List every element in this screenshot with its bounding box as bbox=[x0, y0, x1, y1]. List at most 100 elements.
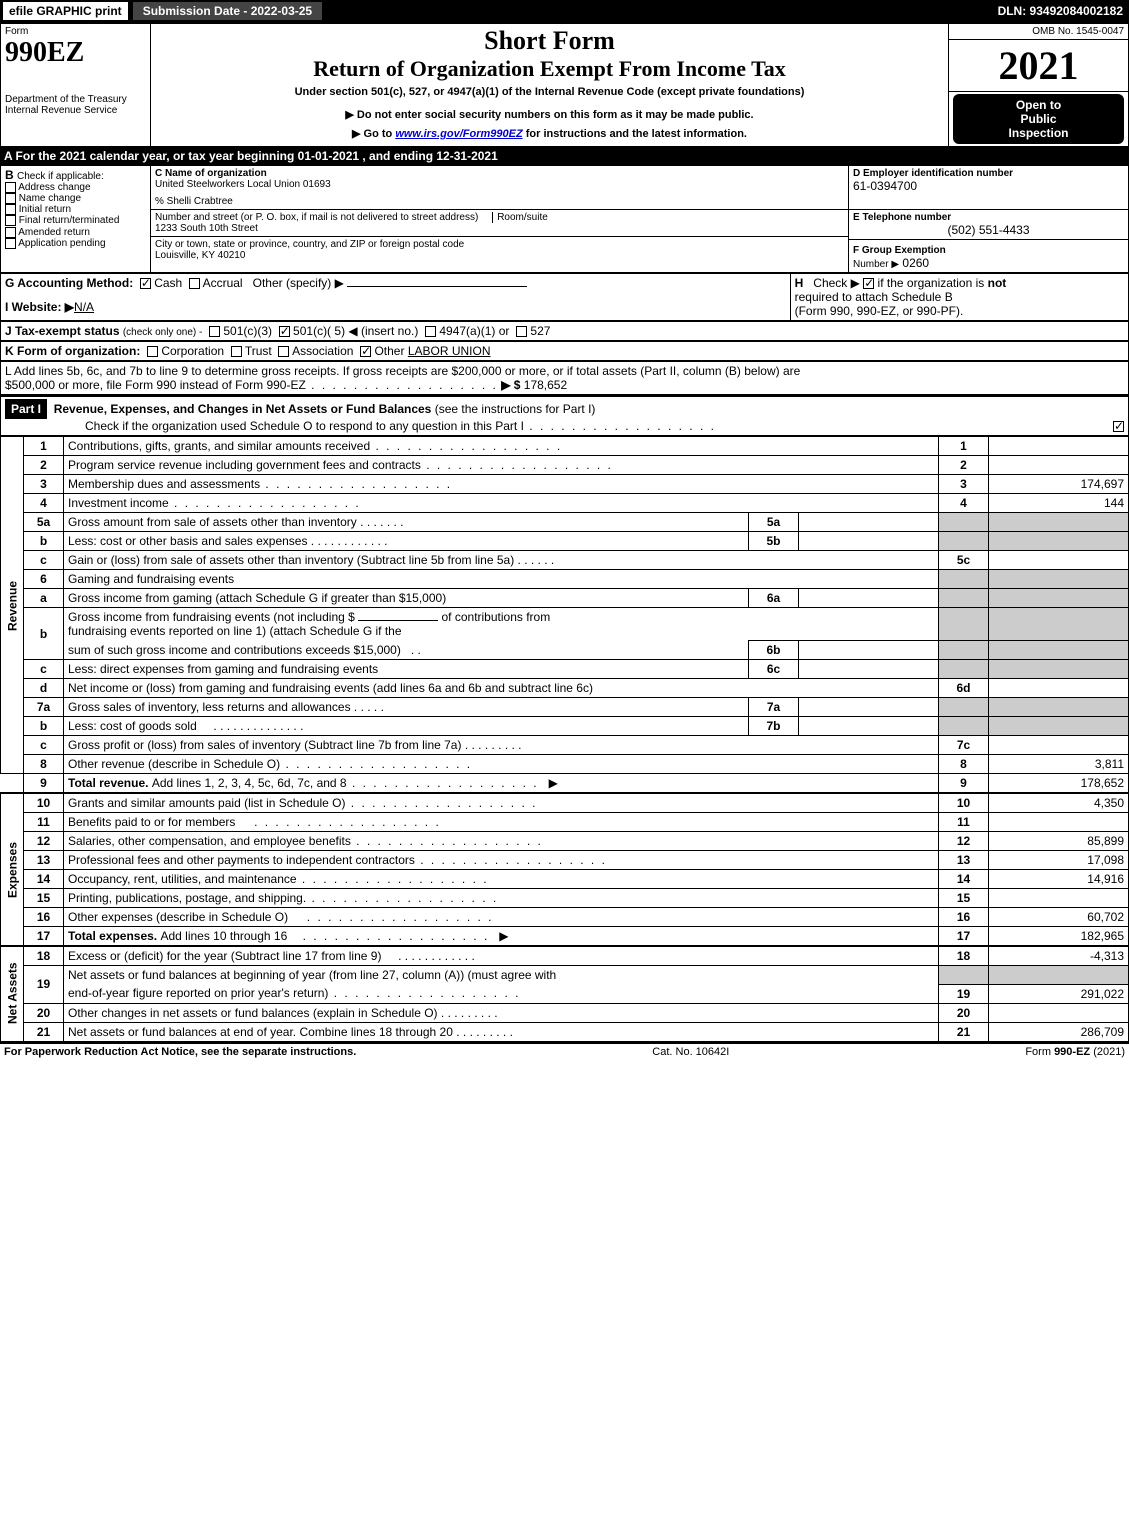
tax-year: 2021 bbox=[953, 42, 1124, 89]
line-11-box: 11 bbox=[939, 813, 989, 832]
shade-5a bbox=[939, 513, 989, 532]
city-value: Louisville, KY 40210 bbox=[155, 250, 844, 261]
line-6-desc: Gaming and fundraising events bbox=[64, 570, 939, 589]
efile-print-button[interactable]: efile GRAPHIC print bbox=[2, 1, 129, 21]
line-18-box: 18 bbox=[939, 946, 989, 966]
line-17-amt: 182,965 bbox=[989, 927, 1129, 947]
page-footer: For Paperwork Reduction Act Notice, see … bbox=[0, 1042, 1129, 1060]
501c-checkbox[interactable] bbox=[279, 326, 290, 337]
line-18-desc: Excess or (deficit) for the year (Subtra… bbox=[68, 949, 381, 963]
line-14-box: 14 bbox=[939, 870, 989, 889]
line-14-desc: Occupancy, rent, utilities, and maintena… bbox=[68, 872, 297, 886]
line-6b-blank[interactable] bbox=[358, 620, 438, 621]
b-letter: B bbox=[5, 168, 14, 182]
k-table: K Form of organization: Corporation Trus… bbox=[0, 341, 1129, 361]
accrual-label: Accrual bbox=[203, 276, 243, 290]
line-13-desc: Professional fees and other payments to … bbox=[68, 853, 415, 867]
line-1-box: 1 bbox=[939, 437, 989, 456]
cash-checkbox[interactable] bbox=[140, 278, 151, 289]
corp-label: Corporation bbox=[161, 344, 224, 358]
line-18-amt: -4,313 bbox=[989, 946, 1129, 966]
footer-mid: Cat. No. 10642I bbox=[652, 1046, 729, 1058]
line-1-desc: Contributions, gifts, grants, and simila… bbox=[68, 439, 370, 453]
line-19-box: 19 bbox=[939, 984, 989, 1003]
org-name: United Steelworkers Local Union 01693 bbox=[155, 179, 844, 190]
g-label: G Accounting Method: bbox=[5, 276, 133, 290]
goto-post: for instructions and the latest informat… bbox=[526, 128, 747, 140]
short-form-title: Short Form bbox=[155, 26, 944, 56]
h-checkbox[interactable] bbox=[863, 278, 874, 289]
4947-checkbox[interactable] bbox=[425, 326, 436, 337]
form-number: 990EZ bbox=[5, 37, 146, 69]
form-word: Form bbox=[5, 26, 146, 37]
line-1-amt bbox=[989, 437, 1129, 456]
line-21-desc: Net assets or fund balances at end of ye… bbox=[68, 1025, 453, 1039]
other-specify-field[interactable] bbox=[347, 286, 527, 287]
part-i-sub: Check if the organization used Schedule … bbox=[85, 419, 524, 433]
line-7c-desc: Gross profit or (loss) from sales of inv… bbox=[68, 738, 461, 752]
line-20-amt bbox=[989, 1003, 1129, 1022]
schedule-o-checkbox[interactable] bbox=[1113, 421, 1124, 432]
line-12-box: 12 bbox=[939, 832, 989, 851]
line-15-desc: Printing, publications, postage, and shi… bbox=[68, 891, 306, 905]
l-dots bbox=[306, 378, 498, 392]
other-org-checkbox[interactable] bbox=[360, 346, 371, 357]
name-change-checkbox[interactable] bbox=[5, 193, 16, 204]
irs-link-text: www.irs.gov/Form990EZ bbox=[395, 128, 522, 140]
line-5c-box: 5c bbox=[939, 551, 989, 570]
cash-label: Cash bbox=[154, 276, 182, 290]
line-19-d2: end-of-year figure reported on prior yea… bbox=[68, 986, 328, 1000]
addr-change-checkbox[interactable] bbox=[5, 182, 16, 193]
line-6c-desc: Less: direct expenses from gaming and fu… bbox=[68, 662, 378, 676]
line-6b-d4: sum of such gross income and contributio… bbox=[68, 643, 401, 657]
e-phone-label: E Telephone number bbox=[853, 212, 1124, 223]
part-i-label: Part I bbox=[5, 399, 47, 419]
omb-number: OMB No. 1545-0047 bbox=[949, 23, 1129, 40]
line-7b-ibox: 7b bbox=[749, 717, 799, 736]
ssn-warning: ▶ Do not enter social security numbers o… bbox=[155, 108, 944, 121]
line-9-box: 9 bbox=[939, 774, 989, 794]
other-org-label: Other bbox=[374, 344, 404, 358]
amended-return-label: Amended return bbox=[18, 227, 90, 238]
line-6b-ibox: 6b bbox=[749, 641, 799, 660]
527-checkbox[interactable] bbox=[516, 326, 527, 337]
l-line2: $500,000 or more, file Form 990 instead … bbox=[5, 378, 306, 392]
h-form990: (Form 990, 990-EZ, or 990-PF). bbox=[795, 304, 964, 318]
assoc-label: Association bbox=[292, 344, 353, 358]
line-2-box: 2 bbox=[939, 456, 989, 475]
trust-checkbox[interactable] bbox=[231, 346, 242, 357]
line-6a-desc: Gross income from gaming (attach Schedul… bbox=[68, 591, 446, 605]
line-4-box: 4 bbox=[939, 494, 989, 513]
line-7b-desc: Less: cost of goods sold bbox=[68, 719, 197, 733]
line-20-box: 20 bbox=[939, 1003, 989, 1022]
501c-insert: ) ◀ (insert no.) bbox=[341, 324, 418, 338]
501c3-label: 501(c)(3) bbox=[223, 324, 272, 338]
line-6d-box: 6d bbox=[939, 679, 989, 698]
line-6b-d2: of contributions from bbox=[442, 610, 551, 624]
shade-5a-amt bbox=[989, 513, 1129, 532]
accrual-checkbox[interactable] bbox=[189, 278, 200, 289]
line-7c-amt bbox=[989, 736, 1129, 755]
line-7a-desc: Gross sales of inventory, less returns a… bbox=[68, 700, 351, 714]
corp-checkbox[interactable] bbox=[147, 346, 158, 357]
care-of: % Shelli Crabtree bbox=[155, 196, 844, 207]
assoc-checkbox[interactable] bbox=[278, 346, 289, 357]
line-6a-ibox: 6a bbox=[749, 589, 799, 608]
line-7c-box: 7c bbox=[939, 736, 989, 755]
city-label: City or town, state or province, country… bbox=[155, 239, 844, 250]
line-6c-ibox: 6c bbox=[749, 660, 799, 679]
j-label: J Tax-exempt status bbox=[5, 324, 120, 338]
line-12-amt: 85,899 bbox=[989, 832, 1129, 851]
initial-return-checkbox[interactable] bbox=[5, 204, 16, 215]
b-check-label: Check if applicable: bbox=[17, 171, 104, 182]
501c3-checkbox[interactable] bbox=[209, 326, 220, 337]
line-5b-desc: Less: cost or other basis and sales expe… bbox=[68, 534, 307, 548]
l-line1: L Add lines 5b, 6c, and 7b to line 9 to … bbox=[5, 364, 1124, 378]
app-pending-checkbox[interactable] bbox=[5, 238, 16, 249]
line-5c-amt bbox=[989, 551, 1129, 570]
dln-label: DLN: 93492084002182 bbox=[998, 4, 1129, 18]
amended-return-checkbox[interactable] bbox=[5, 227, 16, 238]
under-section-text: Under section 501(c), 527, or 4947(a)(1)… bbox=[155, 86, 944, 98]
irs-link[interactable]: www.irs.gov/Form990EZ bbox=[395, 128, 522, 140]
final-return-checkbox[interactable] bbox=[5, 215, 16, 226]
